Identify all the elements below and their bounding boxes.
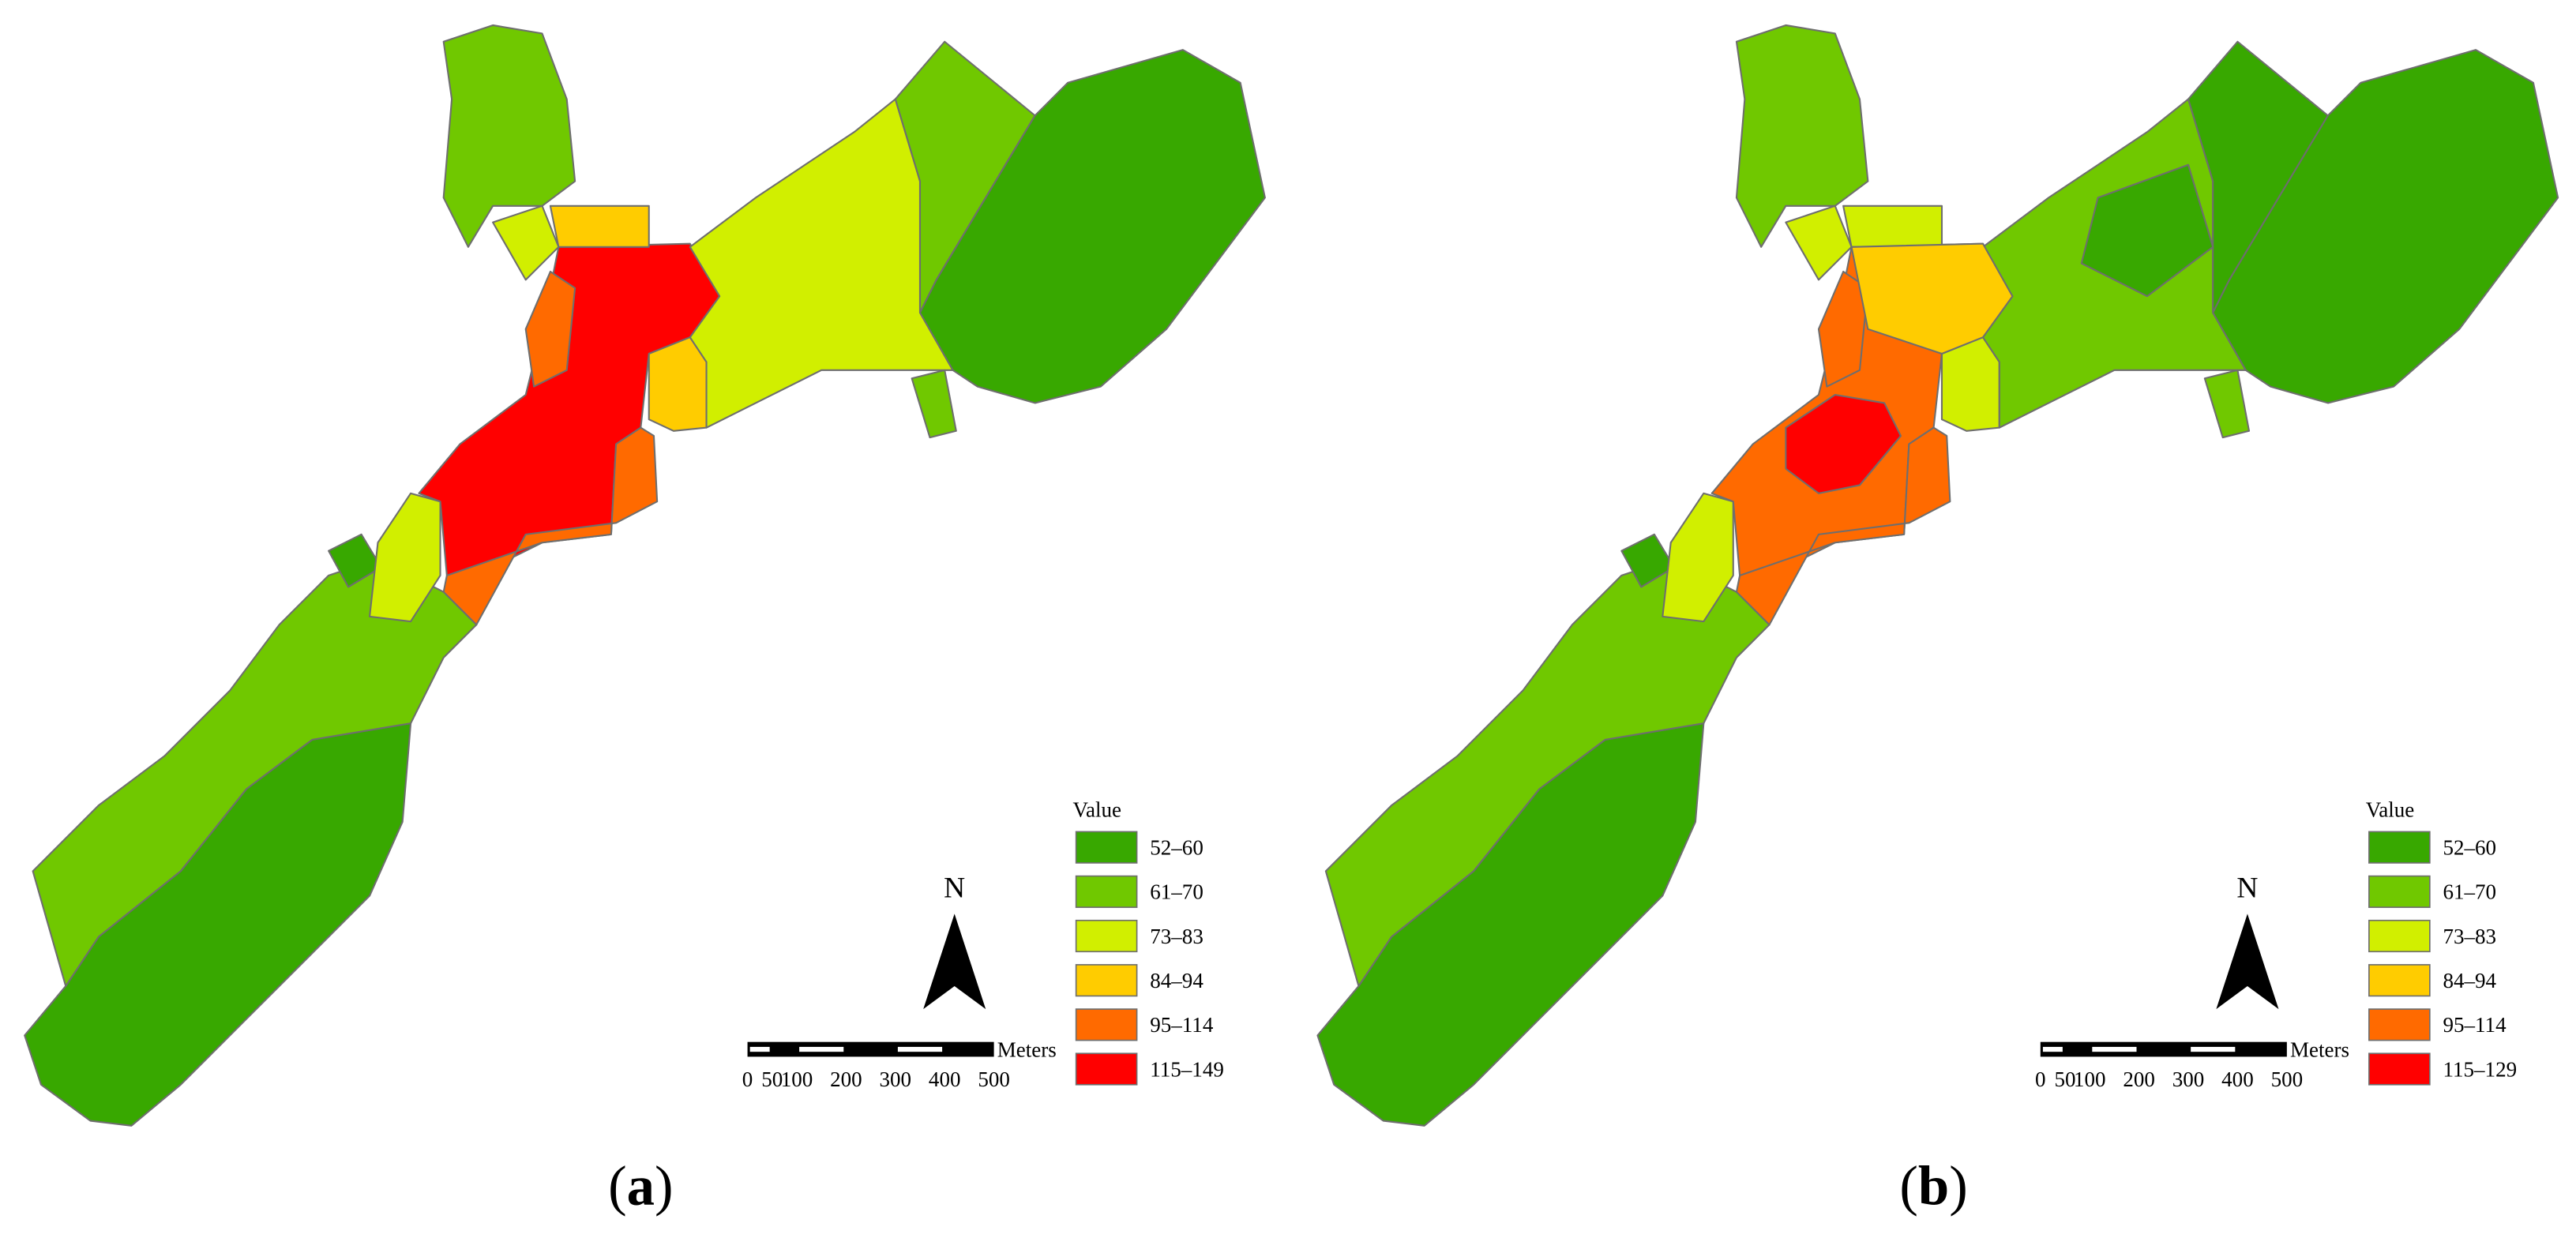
scale-label: 300 (2172, 1067, 2205, 1091)
caption: (a) (608, 1156, 673, 1217)
scale-label: 400 (929, 1067, 961, 1091)
north-label: N (2236, 872, 2258, 905)
legend-swatch (2368, 1008, 2431, 1041)
caption-paren: ) (655, 1156, 674, 1217)
map-region (1817, 270, 1869, 388)
map-region (2212, 49, 2559, 404)
map-panel: Value 52–60 61–70 73–83 84–94 95–114 115–129 N M… (1316, 24, 2559, 1217)
scale-segment (897, 1046, 943, 1052)
scale-label: 50 (2054, 1067, 2075, 1091)
scale-unit: Meters (997, 1037, 1057, 1061)
scale-label: 0 (742, 1067, 753, 1091)
caption-paren: ) (1949, 1156, 1968, 1217)
map-region (648, 336, 708, 432)
legend-label: 115–129 (2443, 1057, 2517, 1081)
scale-label: 300 (880, 1067, 912, 1091)
map-region (2080, 163, 2214, 298)
scale-bar (747, 1041, 994, 1057)
north-label: N (944, 872, 965, 905)
legend-label: 84–94 (2443, 969, 2496, 992)
caption: (b) (1899, 1156, 1967, 1217)
map-region (442, 426, 659, 626)
map-region (911, 369, 957, 439)
legend-swatch (2368, 1052, 2431, 1086)
scale-segment (2092, 1046, 2137, 1052)
legend-swatch (1075, 964, 1138, 997)
legend-label: 115–149 (1150, 1057, 1224, 1081)
legend-swatch (2368, 875, 2431, 908)
legend-swatch (1075, 875, 1138, 908)
map-region (1850, 242, 2014, 355)
caption-paren: ( (1899, 1156, 1918, 1217)
legend-label: 95–114 (1150, 1013, 1214, 1037)
legend-label: 95–114 (2443, 1013, 2507, 1037)
map-region (549, 204, 650, 248)
scale-label: 200 (830, 1067, 862, 1091)
scale-segment (749, 1046, 770, 1052)
caption-letter: a (627, 1156, 655, 1217)
legend-label: 73–83 (1150, 925, 1204, 948)
legend-swatch (2368, 964, 2431, 997)
map-region (1785, 393, 1902, 494)
legend-swatch (1075, 831, 1138, 864)
scale-label: 200 (2123, 1067, 2155, 1091)
scale-bar (2040, 1041, 2287, 1057)
scale-segment (2191, 1046, 2236, 1052)
legend-label: 84–94 (1150, 969, 1204, 992)
scale-segment (799, 1046, 844, 1052)
map-region (1785, 204, 1853, 281)
north-arrow (923, 913, 986, 1010)
map-region (1842, 204, 1943, 248)
caption-letter: b (1918, 1156, 1949, 1217)
legend-title: Value (1072, 798, 1121, 822)
legend-title: Value (2366, 798, 2415, 822)
legend-label: 52–60 (2443, 836, 2496, 860)
scale-label: 50 (761, 1067, 783, 1091)
caption-paren: ( (608, 1156, 627, 1217)
legend-label: 61–70 (2443, 880, 2496, 904)
legend-swatch (2368, 919, 2431, 953)
scale-label: 400 (2221, 1067, 2254, 1091)
legend-swatch (2368, 831, 2431, 864)
map-region (492, 204, 560, 281)
map-region (918, 49, 1266, 404)
legend-swatch (1075, 1008, 1138, 1041)
scale-unit: Meters (2290, 1037, 2349, 1061)
scale-label: 0 (2035, 1067, 2046, 1091)
legend-label: 61–70 (1150, 880, 1204, 904)
scale-segment (2042, 1046, 2063, 1052)
map-region (524, 270, 576, 388)
legend-label: 73–83 (2443, 925, 2496, 948)
map-region (2203, 369, 2251, 439)
scale-label: 100 (2074, 1067, 2106, 1091)
scale-label: 500 (978, 1067, 1010, 1091)
north-arrow (2216, 913, 2279, 1010)
scale-label: 100 (781, 1067, 813, 1091)
legend-swatch (1075, 1052, 1138, 1086)
map-region (1940, 336, 2000, 432)
scale-label: 500 (2271, 1067, 2304, 1091)
map-panel: Value 52–60 61–70 73–83 84–94 95–114 115–149 N M… (24, 24, 1266, 1217)
legend-label: 52–60 (1150, 836, 1204, 860)
legend-swatch (1075, 919, 1138, 953)
map-region (1735, 426, 1951, 626)
